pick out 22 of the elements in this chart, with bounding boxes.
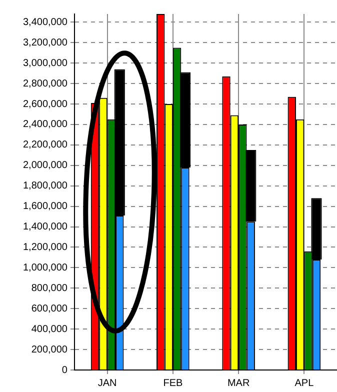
y-tick-label: 1,600,000	[22, 201, 68, 212]
y-tick-label: 400,000	[31, 324, 68, 335]
y-tick-label: 800,000	[31, 282, 68, 294]
y-tick-label: 1,400,000	[22, 222, 68, 233]
y-tick-label: 600,000	[31, 303, 68, 314]
y-tick-label: 3,000,000	[22, 58, 68, 69]
y-tick-label: 1,200,000	[22, 242, 68, 253]
y-tick-label: 3,400,000	[22, 16, 68, 28]
y-tick-label: 200,000	[31, 344, 68, 356]
y-tick-label: 2,800,000	[22, 78, 68, 90]
x-tick-label: FEB	[163, 378, 183, 389]
x-tick-label: JAN	[98, 378, 117, 389]
y-tick-label: 2,000,000	[22, 160, 68, 172]
x-tick-label: MAR	[227, 378, 250, 389]
y-tick-label: 2,400,000	[22, 119, 68, 130]
y-tick-label: 0	[62, 364, 68, 376]
y-tick-label: 1,800,000	[22, 180, 68, 192]
y-tick-label: 3,200,000	[22, 37, 68, 48]
y-tick-label: 1,000,000	[22, 262, 68, 274]
x-tick-label: APL	[294, 378, 314, 389]
y-tick-label: 2,200,000	[22, 140, 68, 151]
y-tick-label: 2,600,000	[22, 98, 68, 110]
